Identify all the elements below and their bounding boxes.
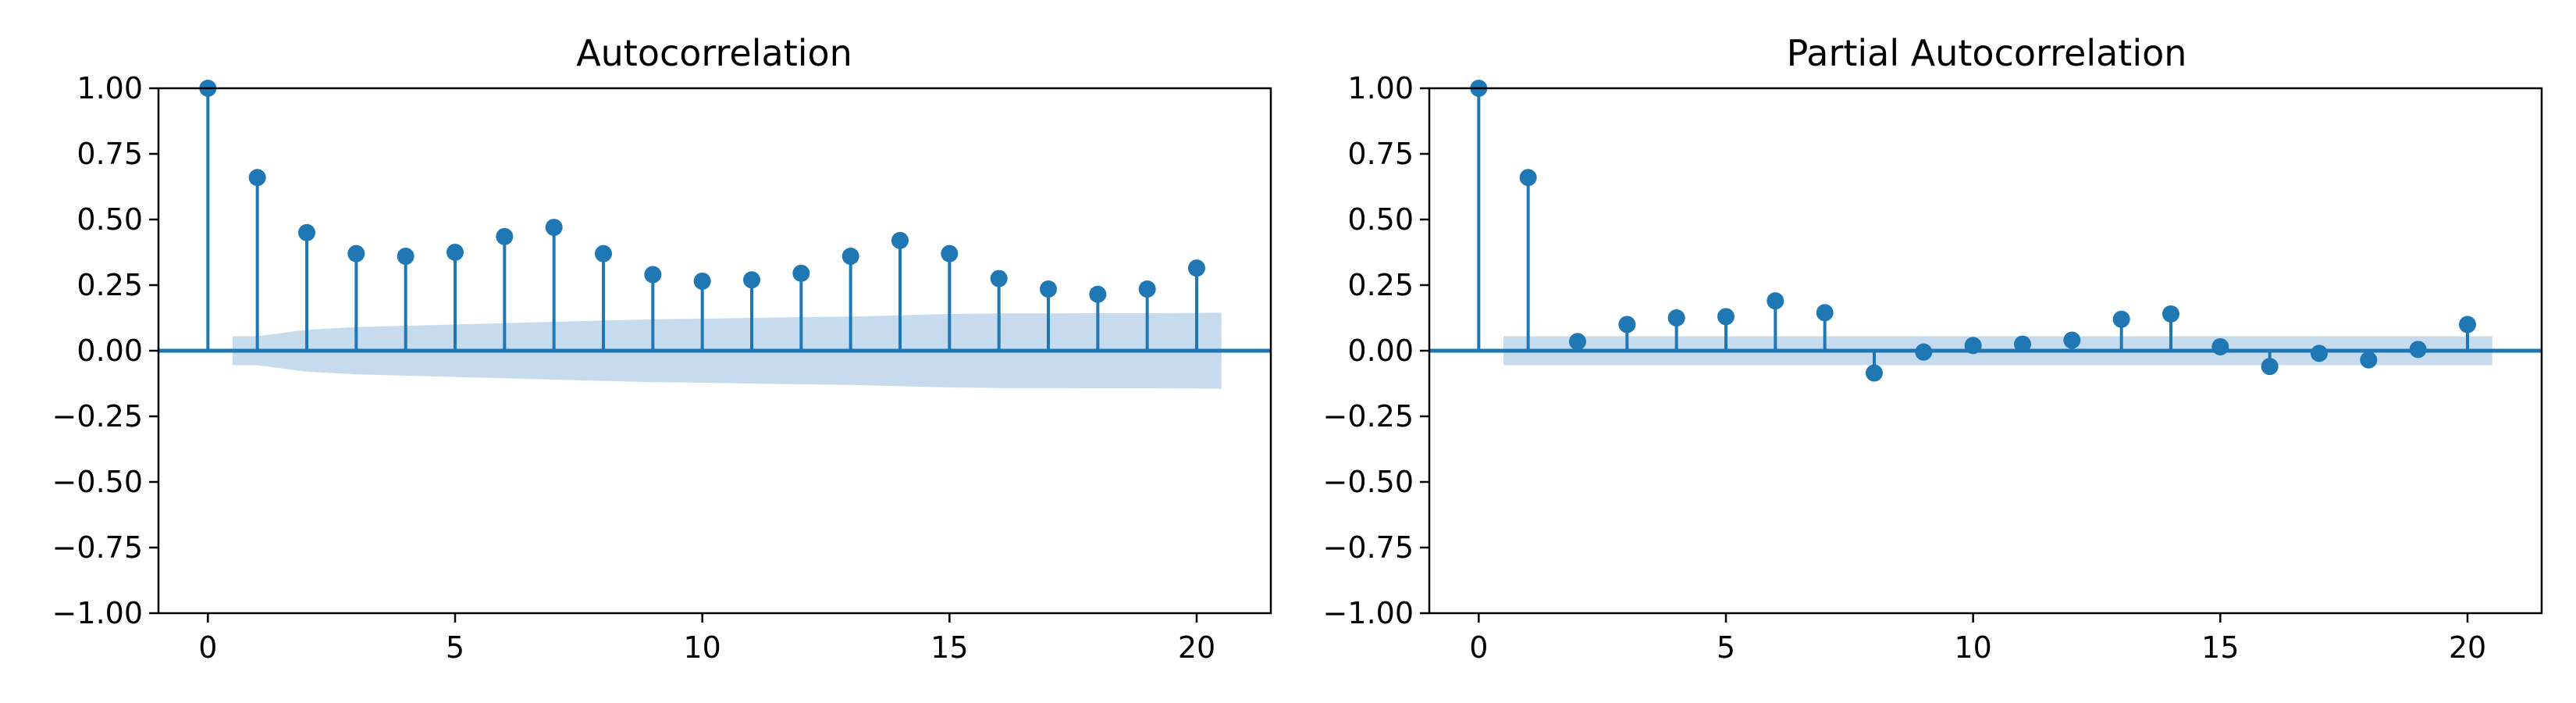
- stem-marker-lag-19: [2409, 341, 2427, 359]
- x-tick-label: 15: [2201, 630, 2239, 665]
- stem-marker-lag-4: [1667, 309, 1685, 327]
- stem-marker-lag-5: [1717, 308, 1735, 326]
- partial-autocorrelation-panel: Partial Autocorrelation 1.00 0.75 0.50 0.25…: [1323, 32, 2543, 665]
- stem-marker-lag-11: [743, 271, 760, 289]
- stem-marker-lag-1: [248, 169, 266, 187]
- stem-marker-lag-2: [1569, 333, 1586, 351]
- autocorrelation-title: Autocorrelation: [576, 32, 852, 74]
- stem-marker-lag-4: [397, 248, 415, 266]
- stem-marker-lag-7: [545, 219, 563, 237]
- stem-marker-lag-10: [693, 272, 711, 290]
- partial-autocorrelation-title: Partial Autocorrelation: [1787, 32, 2187, 74]
- x-tick-label: 20: [1178, 630, 1215, 665]
- y-tick-label: 0.50: [1347, 202, 1414, 237]
- x-tick-label: 10: [1954, 630, 1991, 665]
- y-tick-label: −0.50: [1323, 465, 1414, 499]
- stem-marker-lag-15: [941, 244, 959, 262]
- stem-marker-lag-15: [2211, 337, 2229, 355]
- stem-marker-lag-13: [841, 248, 859, 266]
- stem-marker-lag-7: [1816, 304, 1834, 322]
- stem-marker-lag-6: [1767, 292, 1784, 310]
- y-tick-label: 0.25: [1347, 268, 1414, 302]
- y-tick-label: −1.00: [52, 596, 143, 630]
- stem-marker-lag-5: [447, 244, 464, 261]
- stem-marker-lag-16: [990, 269, 1008, 287]
- x-tick-label: 0: [198, 630, 217, 665]
- stem-marker-lag-12: [2063, 331, 2081, 349]
- stem-marker-lag-3: [1618, 316, 1636, 334]
- y-tick-label: 0.75: [76, 137, 143, 171]
- stem-marker-lag-17: [2311, 344, 2328, 362]
- stem-marker-lag-6: [496, 227, 514, 245]
- stem-marker-lag-13: [2112, 310, 2130, 328]
- y-tick-label: 0.00: [76, 334, 143, 368]
- stem-marker-lag-2: [298, 223, 315, 241]
- y-tick-label: −0.25: [1323, 399, 1414, 434]
- x-tick-label: 5: [1717, 630, 1735, 665]
- stem-marker-lag-14: [891, 231, 909, 249]
- y-tick-label: −0.75: [52, 530, 143, 565]
- x-tick-label: 0: [1469, 630, 1488, 665]
- y-tick-label: −1.00: [1323, 596, 1414, 630]
- stem-marker-lag-1: [1519, 169, 1537, 187]
- y-tick-label: 0.75: [1347, 137, 1414, 171]
- stem-marker-lag-14: [2162, 305, 2179, 323]
- y-tick-label: 0.50: [76, 202, 143, 237]
- y-tick-label: −0.75: [1323, 530, 1414, 565]
- stem-marker-lag-17: [1040, 280, 1057, 298]
- stem-marker-lag-18: [1089, 285, 1107, 303]
- x-tick-label: 15: [930, 630, 968, 665]
- stem-marker-lag-20: [2459, 316, 2476, 334]
- stem-marker-lag-8: [595, 244, 612, 262]
- y-tick-label: −0.25: [52, 399, 143, 434]
- stem-marker-lag-10: [1964, 337, 1982, 355]
- stem-marker-lag-16: [2261, 358, 2279, 376]
- stem-marker-lag-3: [347, 244, 365, 262]
- stem-marker-lag-8: [1866, 364, 1883, 382]
- y-tick-label: 0.00: [1347, 334, 1414, 368]
- stem-marker-lag-9: [644, 266, 662, 284]
- stem-marker-lag-12: [792, 264, 810, 282]
- y-tick-label: 1.00: [1347, 71, 1414, 105]
- stem-marker-lag-18: [2360, 351, 2378, 369]
- x-tick-label: 5: [446, 630, 464, 665]
- stem-marker-lag-20: [1188, 259, 1205, 277]
- stem-marker-lag-9: [1915, 343, 1933, 361]
- stem-marker-lag-19: [1138, 280, 1156, 298]
- y-tick-label: −0.50: [52, 465, 143, 499]
- y-tick-label: 0.25: [76, 268, 143, 302]
- y-tick-label: 1.00: [76, 71, 143, 105]
- stem-marker-lag-11: [2014, 335, 2031, 353]
- x-tick-label: 10: [683, 630, 720, 665]
- x-tick-label: 20: [2449, 630, 2486, 665]
- autocorrelation-panel: Autocorrelation 1.00 0.75 0.50 0.25 0.00 −0.2…: [52, 32, 1272, 665]
